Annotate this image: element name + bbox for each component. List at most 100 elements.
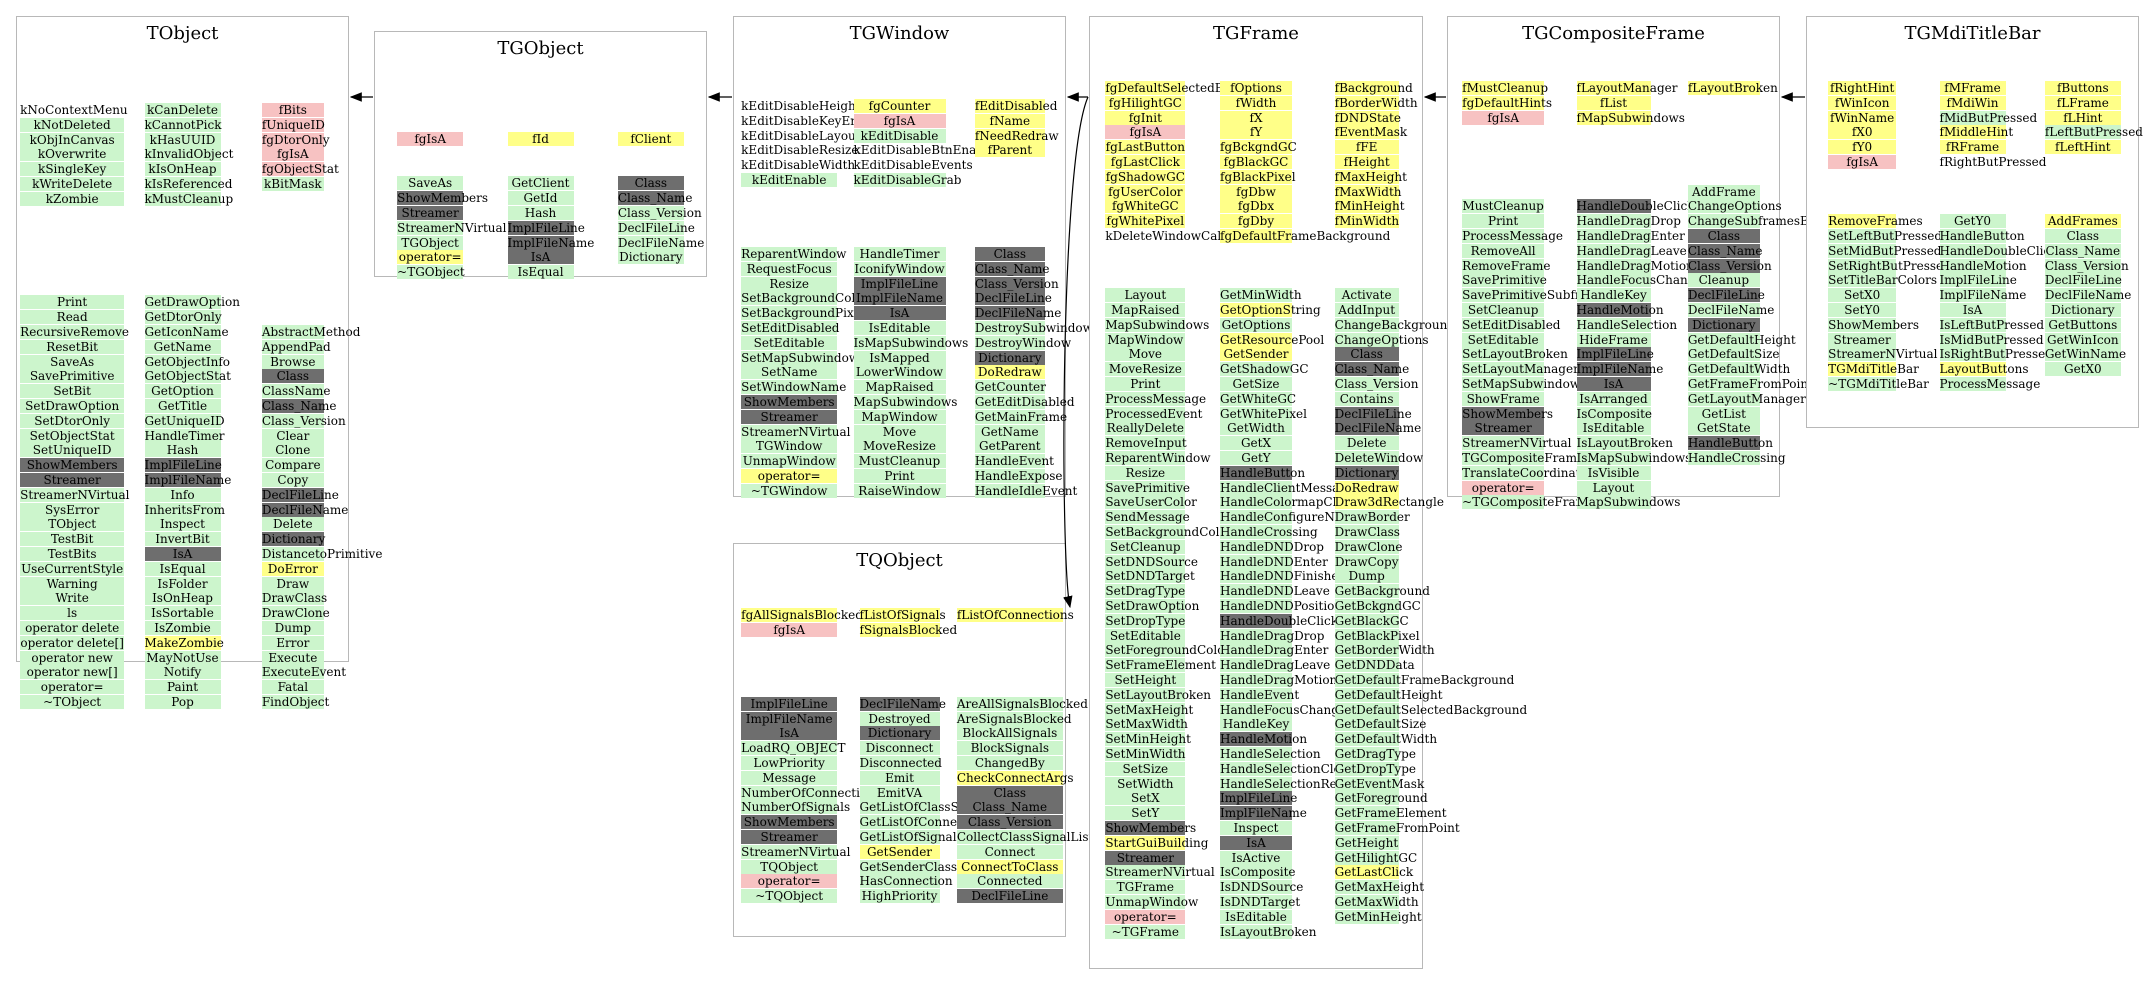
member-item: CheckConnectArgs [956,770,1074,785]
member-item: Print [853,469,946,483]
member-item: operator new[] [20,665,125,680]
member-item: fY [1220,125,1292,140]
member-item: fButtons [2044,81,2121,95]
member-item: kBitMask [261,177,324,191]
member-item: fMFrame [1939,81,2006,95]
member-item: SetX [1105,791,1186,806]
member-item: Clear [261,428,324,443]
member-item: Dump [1334,569,1399,584]
member-item: DrawBorder [1334,510,1410,525]
member-item: fMustCleanup [1462,81,1549,95]
member-item: MoveResize [1105,362,1186,377]
member-item: ShowMembers [20,458,125,473]
member-item: fgBlackPixel [1220,169,1296,184]
member-item: HandleMotion [1220,732,1308,747]
member-item: ImplFileLine [144,458,222,473]
member-item: SetMinWidth [1105,747,1186,761]
member-item: fNeedRedraw [974,128,1059,143]
member-item: IconifyWindow [853,261,946,276]
member-item: IsDNDTarget [1220,895,1301,909]
member-item: Class_Name [1687,243,1763,258]
member-item: fY0 [1828,140,1897,155]
member-item: Contains [1334,391,1399,406]
member-item: ls [20,606,125,621]
member-item: Destroyed [859,711,940,726]
member-item: Move [853,424,946,439]
member-item: Fatal [261,680,324,695]
member-item: GetParent [974,439,1045,454]
member-item: GetIconName [144,325,229,339]
member-item: ClassName [261,384,331,399]
member-item: SetMapSubwindows [741,350,866,365]
member-item: Class [1687,229,1760,243]
member-item: ReallyDelete [1105,421,1186,436]
member-item: SetLayoutBroken [1462,347,1568,362]
member-item: RemoveInput [1105,436,1187,451]
member-item: Dictionary [617,250,684,265]
member-item: fgHilightGC [1105,95,1186,110]
member-item: Class [617,176,684,191]
member-item: Class_Version [974,276,1059,291]
member-item: SetY [1105,806,1186,821]
member-item: IsA [853,306,946,321]
member-item: FindObject [261,695,330,709]
member-item: ChangedBy [956,756,1063,770]
member-item: Inspect [144,517,221,532]
member-item: fHeight [1334,155,1399,169]
member-item: HideFrame [1576,332,1651,347]
member-item: MapWindow [853,409,946,424]
class-title-tgwindow: TGWindow [849,23,950,44]
member-item: GetDNDData [1334,658,1415,673]
member-item: MoveResize [853,439,946,454]
arrow-tgframe-to-tqobject [1063,96,1089,609]
member-item: ProcessedEvent [1105,406,1203,421]
member-item: UnmapWindow [741,454,838,469]
member-item: Dictionary [1687,317,1760,332]
member-item: ProcessMessage [1105,391,1207,406]
member-item: SetMaxWidth [1105,717,1188,732]
member-item: DeclFileName [859,696,947,711]
member-item: fX [1220,110,1292,125]
member-item: GetDragType [1334,747,1416,761]
member-item: fgDbw [1220,184,1292,199]
member-item: LowerWindow [853,365,946,380]
class-box-tgcompositeframe: TGCompositeFrame fMustCleanup fgDefaultHi… [1447,16,1874,510]
member-item: RequestFocus [741,261,838,276]
member-item: DeclFileLine [1687,288,1765,303]
class-title-tgframe: TGFrame [1213,23,1299,44]
member-item: IsComposite [1220,865,1296,880]
member-item: SetX0 [1828,288,1897,303]
member-item: ReparentWindow [741,247,847,261]
member-item: fMinHeight [1334,199,1405,214]
member-item: Paint [144,680,221,695]
member-item: fBits [261,103,324,117]
member-item: StreamerNVirtual [741,424,851,439]
member-item: Dictionary [974,350,1045,365]
member-item: ImplFileLine [1939,273,2017,288]
member-item: IsMapped [853,350,946,365]
member-item: StreamerNVirtual [20,487,130,502]
member-item: IsOnHeap [144,591,221,606]
member-item: fgWhitePixel [1105,214,1186,229]
member-item: AreAllSignalsBlocked [956,696,1088,711]
member-item: fgUserColor [1105,184,1186,199]
member-item: Read [20,310,125,325]
member-item: ShowMembers [1105,821,1197,835]
member-item: GetMinWidth [1220,288,1302,303]
member-item: SaveUserColor [1105,495,1197,510]
member-item: HandleTimer [853,247,946,261]
member-item: TObject [20,517,125,532]
member-item: fgBlackGC [1220,155,1292,169]
member-item: AddFrame [1687,184,1760,199]
member-item: Clone [261,443,324,458]
member-item: SaveAs [397,176,464,191]
member-item: Inspect [1220,821,1292,835]
member-item: SetDragType [1105,584,1186,599]
member-item: Resize [741,276,838,291]
member-item: HasConnection [859,874,953,889]
member-item: HandleButton [1220,465,1306,480]
member-item: Disconnected [859,756,942,770]
member-item: IsEqual [507,265,574,280]
member-item: SetDrawOption [20,399,125,413]
